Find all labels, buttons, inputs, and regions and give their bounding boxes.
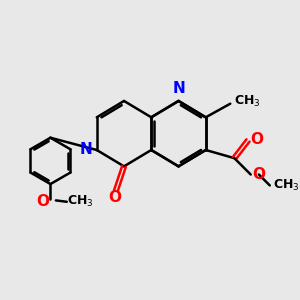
Text: O: O bbox=[252, 167, 265, 182]
Text: O: O bbox=[36, 194, 49, 209]
Text: CH$_3$: CH$_3$ bbox=[234, 93, 261, 109]
Text: O: O bbox=[108, 190, 121, 205]
Text: CH$_3$: CH$_3$ bbox=[67, 194, 93, 209]
Text: N: N bbox=[172, 80, 185, 95]
Text: N: N bbox=[80, 142, 93, 158]
Text: CH$_3$: CH$_3$ bbox=[272, 178, 299, 193]
Text: O: O bbox=[251, 132, 264, 147]
